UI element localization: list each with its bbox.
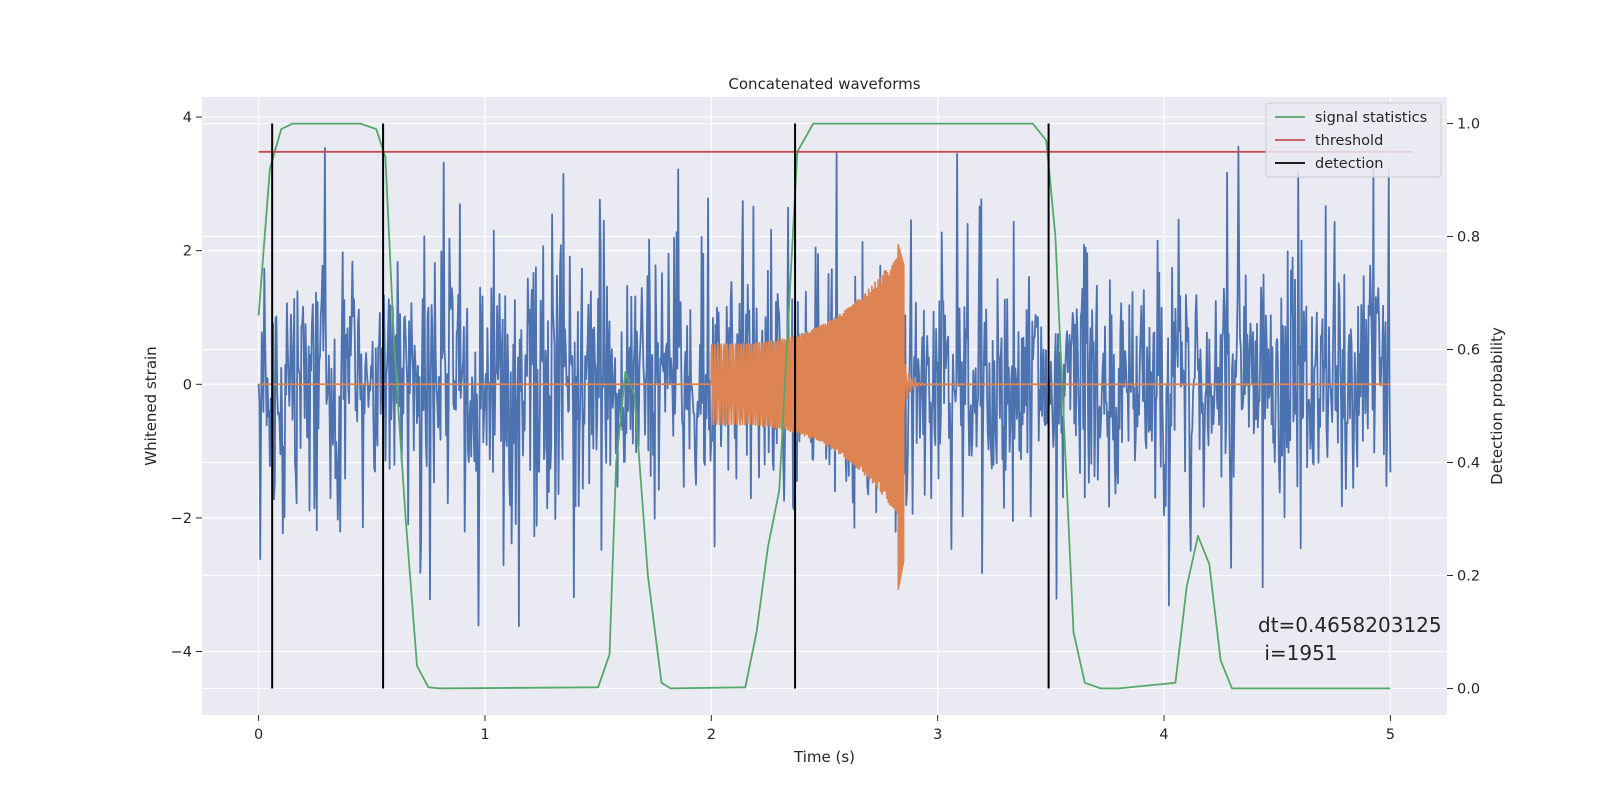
chart-title: Concatenated waveforms [728,75,920,93]
axes: 0 1 2 3 4 5 −4 −2 0 2 4 0.0 0.2 0.4 0.6 0.8 1.0 [171,110,1480,743]
y-tick-label: −4 [171,645,192,661]
x-tick-label: 3 [933,727,942,743]
x-axis-label: Time (s) [793,748,855,766]
y2-tick-label: 0.8 [1457,230,1480,246]
legend-box [1265,102,1442,178]
waveform-line [258,243,1391,590]
waveform-series [258,243,1391,590]
x-tick-label: 5 [1386,727,1395,743]
y-tick-label: 0 [183,377,192,393]
annotation-index: i=1951 [1258,641,1338,665]
signal-statistics-line [257,122,1391,690]
detection-series [271,123,1050,689]
y-tick-label: 2 [183,244,192,260]
legend-threshold-label: threshold [1315,133,1383,149]
signal-statistics-series [257,122,1391,690]
y-tick-label: 4 [183,110,192,126]
x-tick-label: 2 [707,727,716,743]
y2-tick-label: 1.0 [1457,117,1480,133]
y2-tick-label: 0.4 [1457,455,1480,471]
legend-detection-label: detection [1315,156,1383,172]
x-tick-label: 4 [1159,727,1168,743]
y2-tick-label: 0.6 [1457,343,1480,359]
y-axis-label: Whitened strain [142,346,160,465]
annotation-dt: dt=0.4658203125 [1258,613,1442,637]
y2-tick-label: 0.0 [1457,681,1480,697]
y-tick-label: −2 [171,511,192,527]
x-tick-label: 1 [480,727,489,743]
y2-tick-label: 0.2 [1457,568,1480,584]
legend-signal-statistics-label: signal statistics [1315,110,1427,126]
x-tick-label: 0 [254,727,263,743]
legend: signal statistics threshold detection [1265,102,1442,178]
y2-axis-label: Detection probability [1488,327,1506,485]
